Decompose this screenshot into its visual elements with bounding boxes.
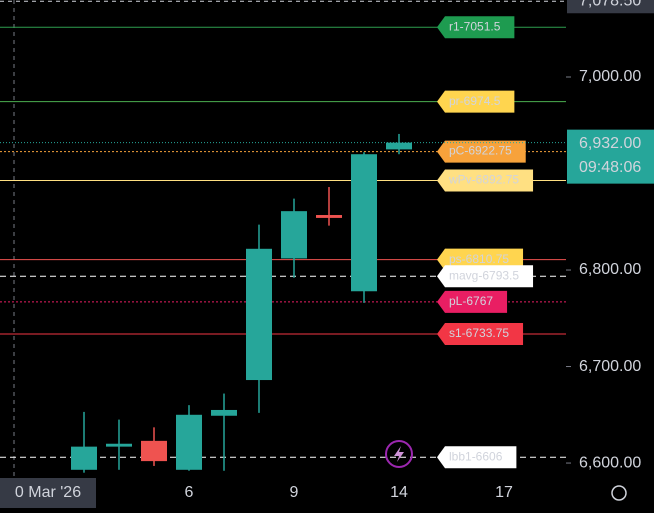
level-badge: wPv-6892.75 bbox=[437, 169, 534, 192]
x-tick-label: 6 bbox=[185, 484, 194, 501]
candle-body bbox=[281, 211, 307, 259]
level-label: s1-6733.75 bbox=[449, 326, 509, 340]
x-tick-label: 9 bbox=[290, 484, 299, 501]
candle-body bbox=[141, 440, 167, 462]
y-tick-label: 6,600.00 bbox=[579, 454, 641, 471]
levels: r1-7051.5 pr-6974.5 pC-6922.75 wPv-6892.75 p… bbox=[0, 0, 566, 469]
level-label: mavg-6793.5 bbox=[449, 268, 519, 282]
crosshair-price-label: 7,078.50 bbox=[579, 0, 641, 9]
settings-icon[interactable] bbox=[611, 485, 627, 501]
y-tick-label: 6,700.00 bbox=[579, 358, 641, 375]
candle-body bbox=[106, 443, 132, 447]
level-badge-bg bbox=[437, 290, 508, 313]
candles bbox=[71, 133, 412, 473]
crosshair-price-box bbox=[567, 0, 654, 14]
level-badge-bg bbox=[437, 446, 517, 469]
crosshair-date-box bbox=[0, 478, 96, 508]
x-tick-label: 14 bbox=[390, 484, 408, 501]
level-badge: pr-6974.5 bbox=[437, 90, 515, 113]
level-badge: s1-6733.75 bbox=[437, 322, 524, 345]
x-tick-label: 17 bbox=[495, 484, 513, 501]
level-label: pL-6767 bbox=[449, 294, 493, 308]
y-tick-label: 6,800.00 bbox=[579, 261, 641, 278]
level-badge: pC-6922.75 bbox=[437, 140, 526, 163]
level-badge-bg bbox=[437, 169, 534, 192]
y-tick-label: 7,000.00 bbox=[579, 68, 641, 85]
level-badge: mavg-6793.5 bbox=[437, 265, 534, 288]
candle-body bbox=[316, 215, 342, 218]
level-badge-bg bbox=[437, 90, 515, 113]
level-label: wPv-6892.75 bbox=[448, 173, 519, 187]
x-tick-label: 0 Mar '26 bbox=[15, 484, 81, 501]
candle-body bbox=[176, 414, 202, 470]
level-badge-bg bbox=[437, 322, 524, 345]
last-price-label: 6,932.00 bbox=[579, 135, 641, 152]
last-price-box bbox=[567, 129, 654, 184]
countdown: 09:48:06 bbox=[579, 159, 641, 176]
alert-icon[interactable] bbox=[385, 440, 413, 468]
level-label: ps-6810.75 bbox=[449, 252, 509, 266]
candle-body bbox=[211, 409, 237, 416]
level-label: lbb1-6606 bbox=[449, 449, 503, 463]
candle-body bbox=[351, 154, 377, 292]
level-badge: r1-7051.5 bbox=[437, 16, 515, 39]
level-badge: ps-6810.75 bbox=[437, 248, 524, 271]
level-label: r1-7051.5 bbox=[449, 19, 501, 33]
level-label: pr-6974.5 bbox=[449, 94, 501, 108]
level-label: pC-6922.75 bbox=[449, 144, 512, 158]
level-badge: pL-6767 bbox=[437, 290, 508, 313]
alert-bolt bbox=[394, 446, 404, 462]
candle-body bbox=[71, 446, 97, 470]
level-badge-bg bbox=[437, 16, 515, 39]
level-badge-bg bbox=[437, 248, 524, 271]
level-badge: lbb1-6606 bbox=[437, 446, 517, 469]
candle-body bbox=[386, 142, 412, 150]
level-badge-bg bbox=[437, 265, 534, 288]
level-badge-bg bbox=[437, 140, 526, 163]
candle-body bbox=[246, 248, 272, 381]
